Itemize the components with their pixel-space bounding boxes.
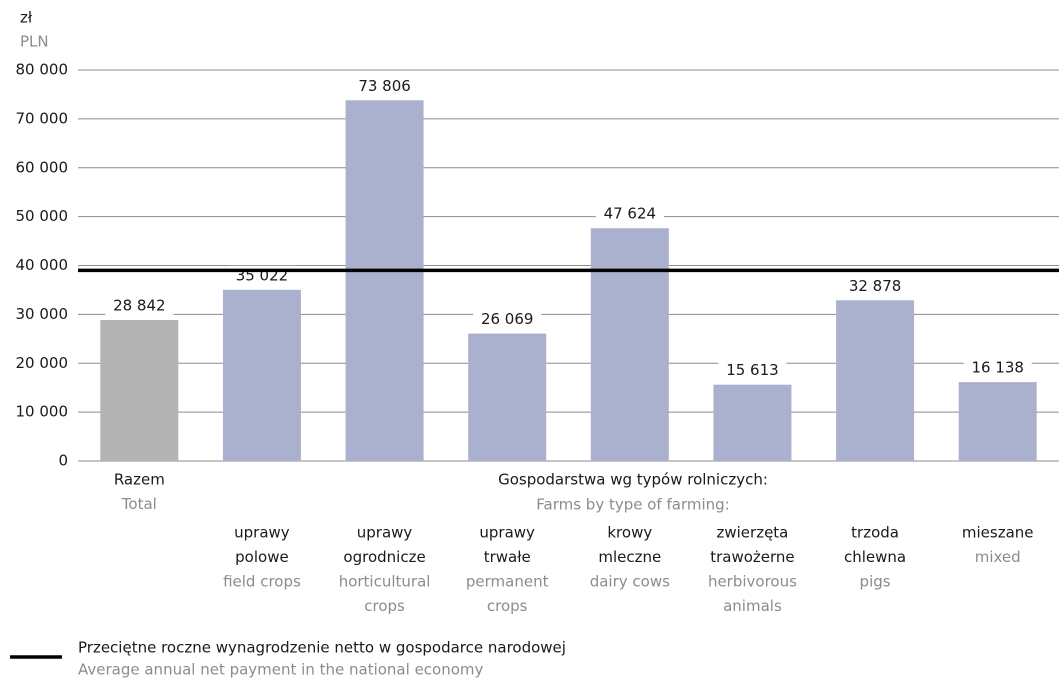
value-label-bg (350, 76, 419, 97)
y-tick-label: 50 000 (16, 207, 69, 225)
value-label: 16 138 (971, 359, 1024, 377)
value-label-bg (105, 296, 174, 317)
bar (222, 289, 301, 461)
x-tick-label: ogrodnicze (343, 548, 425, 566)
x-tick-label: krowy (607, 524, 652, 542)
value-label: 28 842 (113, 297, 166, 315)
y-tick-label: 10 000 (16, 403, 69, 421)
group-label-en: Farms by type of farming: (536, 496, 729, 514)
x-tick-label-en: crops (487, 597, 528, 615)
group-label: Gospodarstwa wg typów rolniczych: (498, 471, 768, 489)
bar (713, 384, 792, 461)
legend-label-en: Average annual net payment in the nation… (78, 661, 484, 679)
x-tick-label: mieszane (962, 524, 1034, 542)
x-tick-label: zwierzęta (716, 524, 788, 542)
x-tick-label: trzoda (851, 524, 899, 542)
x-tick-label: mleczne (598, 548, 661, 566)
x-tick-label: uprawy (234, 524, 290, 542)
value-label-bg (841, 276, 910, 297)
x-tick-label-en: animals (723, 597, 782, 615)
x-tick-label: uprawy (357, 524, 413, 542)
value-label: 32 878 (849, 277, 902, 295)
bar (590, 228, 669, 461)
bar (345, 100, 424, 461)
x-tick-label: chlewna (844, 548, 906, 566)
y-tick-label: 60 000 (16, 158, 69, 176)
bar (958, 382, 1037, 461)
x-tick-label-en: pigs (860, 573, 891, 591)
y-tick-label: 80 000 (16, 61, 69, 79)
value-label: 73 806 (358, 77, 411, 95)
y-tick-label: 0 (58, 452, 68, 470)
value-label-bg (718, 360, 787, 381)
x-tick-label-en: horticultural (339, 573, 431, 591)
bar (468, 333, 547, 461)
x-tick-label-en: crops (364, 597, 405, 615)
x-tick-label-en: dairy cows (590, 573, 670, 591)
x-tick-label-en: permanent (466, 573, 549, 591)
bar (836, 300, 915, 461)
value-label-bg (963, 358, 1032, 379)
unit-label: zł (20, 9, 33, 27)
y-tick-label: 30 000 (16, 305, 69, 323)
bar (100, 320, 179, 461)
value-label: 15 613 (726, 361, 779, 379)
y-tick-label: 70 000 (16, 109, 69, 127)
value-label: 26 069 (481, 310, 534, 328)
y-tick-label: 40 000 (16, 256, 69, 274)
y-tick-label: 20 000 (16, 354, 69, 372)
value-label: 47 624 (604, 205, 657, 223)
x-tick-label: Razem (114, 471, 165, 489)
x-tick-label: trawożerne (710, 548, 794, 566)
value-label-bg (595, 204, 664, 225)
legend-label: Przeciętne roczne wynagrodzenie netto w … (78, 639, 566, 657)
x-tick-label-en: field crops (223, 573, 301, 591)
x-tick-label: polowe (235, 548, 289, 566)
x-tick-label-en: Total (121, 495, 157, 513)
value-label-bg (473, 309, 542, 330)
x-tick-label-en: herbivorous (708, 573, 797, 591)
x-tick-label-en: mixed (975, 548, 1021, 566)
x-tick-label: uprawy (479, 524, 535, 542)
unit-label-en: PLN (20, 33, 49, 51)
x-tick-label: trwałe (484, 548, 531, 566)
